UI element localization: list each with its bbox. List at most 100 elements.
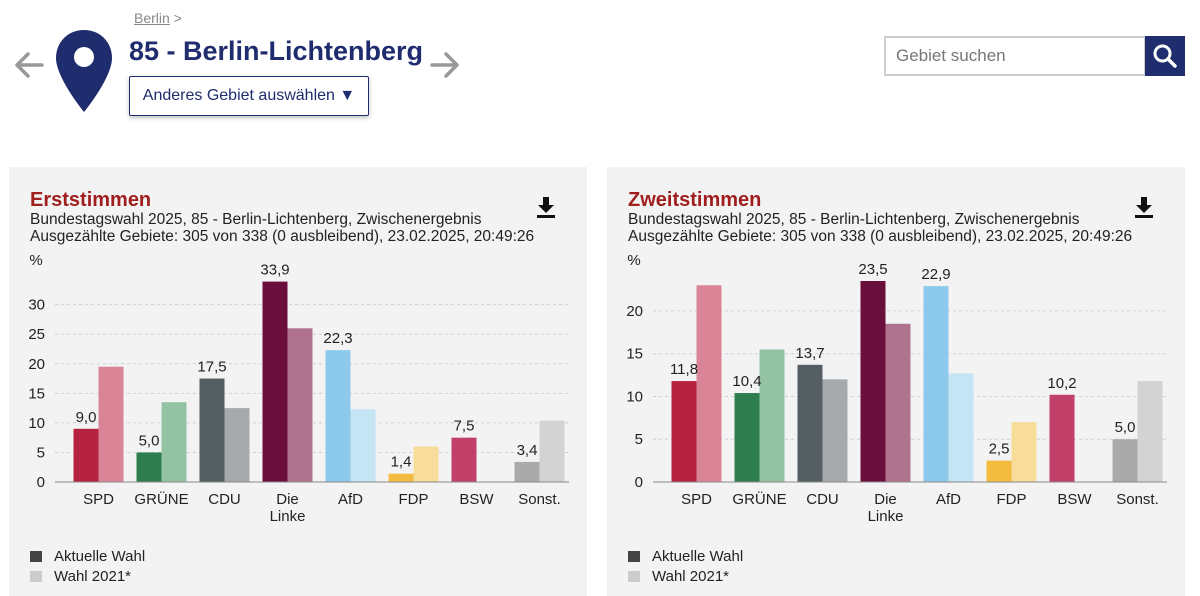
legend-swatch-previous xyxy=(628,571,640,582)
bar-current-die-linke xyxy=(860,281,886,482)
chart-counted-info: Ausgezählte Gebiete: 305 von 338 (0 ausb… xyxy=(628,228,1133,245)
bar-2021-fdp xyxy=(413,446,439,482)
search-input[interactable] xyxy=(884,36,1146,76)
x-category-label: FDP xyxy=(997,491,1027,508)
download-icon[interactable] xyxy=(535,195,557,219)
arrow-right-icon[interactable] xyxy=(428,48,462,82)
x-category-label: CDU xyxy=(208,491,241,508)
legend-label-current: Aktuelle Wahl xyxy=(652,548,744,565)
x-category-label: FDP xyxy=(399,491,429,508)
bar-2021-sonst- xyxy=(539,420,565,482)
search-button[interactable] xyxy=(1145,36,1185,76)
bar-current-gr-ne xyxy=(136,452,162,482)
y-tick-label: 25 xyxy=(28,326,45,343)
data-label-bsw: 7,5 xyxy=(454,418,475,435)
x-category-label: CDU xyxy=(806,491,839,508)
bar-2021-die-linke xyxy=(287,328,313,482)
bar-2021-gr-ne xyxy=(161,402,187,482)
data-label-cdu: 17,5 xyxy=(197,359,226,376)
data-label-gr-ne: 5,0 xyxy=(139,432,160,449)
bar-current-afd xyxy=(923,286,949,482)
bar-2021-gr-ne xyxy=(759,349,785,482)
legend-label-previous: Wahl 2021* xyxy=(54,568,131,585)
y-tick-label: 5 xyxy=(635,431,643,448)
panel-erststimmen: Erststimmen Bundestagswahl 2025, 85 - Be… xyxy=(9,167,587,596)
y-tick-label: 15 xyxy=(626,346,643,363)
bar-2021-sonst- xyxy=(1137,381,1163,482)
x-category-label: Linke xyxy=(868,508,904,525)
bar-current-spd xyxy=(73,428,99,482)
y-tick-label: 0 xyxy=(37,474,45,491)
panel-zweitstimmen: Zweitstimmen Bundestagswahl 2025, 85 - B… xyxy=(607,167,1185,596)
chart-subtitle: Bundestagswahl 2025, 85 - Berlin-Lichten… xyxy=(628,211,1080,228)
data-label-fdp: 1,4 xyxy=(391,454,412,471)
data-label-spd: 11,8 xyxy=(670,361,698,378)
x-category-label: Linke xyxy=(270,508,306,525)
y-tick-label: 20 xyxy=(626,303,643,320)
arrow-left-icon[interactable] xyxy=(12,48,46,82)
y-tick-label: 5 xyxy=(37,444,45,461)
y-tick-label: 15 xyxy=(28,385,45,402)
bar-2021-cdu xyxy=(224,408,250,482)
x-category-label: AfD xyxy=(936,491,961,508)
location-pin-icon xyxy=(56,30,112,112)
breadcrumb-separator: > xyxy=(173,10,182,26)
data-label-fdp: 2,5 xyxy=(989,441,1010,458)
bar-current-die-linke xyxy=(262,281,288,482)
erststimmen-chart: % 0 5 10 15 20 25 30 9,0 SPD 5,0 GRÜNE 17,5 CDU 33,9 Di… xyxy=(28,252,569,525)
bar-current-fdp xyxy=(388,473,414,482)
bar-2021-die-linke xyxy=(885,323,911,482)
legend-swatch-previous xyxy=(30,571,42,582)
chart-counted-info: Ausgezählte Gebiete: 305 von 338 (0 ausb… xyxy=(30,228,535,245)
legend-swatch-current xyxy=(628,551,640,562)
x-category-label: Sonst. xyxy=(518,491,561,508)
bar-2021-spd xyxy=(98,366,124,482)
search-icon xyxy=(1153,44,1177,68)
x-category-label: AfD xyxy=(338,491,363,508)
y-unit-label: % xyxy=(29,252,42,269)
bar-current-cdu xyxy=(199,378,225,482)
data-label-sonst-: 3,4 xyxy=(517,442,538,459)
bar-current-sonst- xyxy=(514,461,540,482)
download-icon[interactable] xyxy=(1133,195,1155,219)
legend-label-previous: Wahl 2021* xyxy=(652,568,729,585)
legend-swatch-current xyxy=(30,551,42,562)
chart-title: Erststimmen xyxy=(30,189,152,211)
bar-2021-afd xyxy=(350,409,376,482)
x-category-label: BSW xyxy=(1057,491,1092,508)
breadcrumb: Berlin > xyxy=(134,10,182,26)
bar-2021-afd xyxy=(948,373,974,482)
legend-item-previous: Wahl 2021* xyxy=(30,568,131,585)
data-label-die-linke: 33,9 xyxy=(260,262,289,279)
select-area-button[interactable]: Anderes Gebiet auswählen ▼ xyxy=(129,76,369,116)
x-category-label: GRÜNE xyxy=(732,490,786,508)
page-title: 85 - Berlin-Lichtenberg xyxy=(129,36,424,66)
data-label-spd: 9,0 xyxy=(76,409,97,426)
y-tick-label: 30 xyxy=(28,297,45,314)
data-label-afd: 22,9 xyxy=(921,266,950,283)
data-label-die-linke: 23,5 xyxy=(858,261,887,278)
bar-current-spd xyxy=(671,381,697,482)
x-category-label: SPD xyxy=(83,491,114,508)
bar-2021-spd xyxy=(696,285,722,482)
y-tick-label: 10 xyxy=(28,415,45,432)
bar-current-sonst- xyxy=(1112,439,1138,482)
legend-item-current: Aktuelle Wahl xyxy=(628,548,743,565)
bar-current-cdu xyxy=(797,364,823,482)
x-category-label: SPD xyxy=(681,491,712,508)
chart-subtitle: Bundestagswahl 2025, 85 - Berlin-Lichten… xyxy=(30,211,482,228)
data-label-afd: 22,3 xyxy=(323,330,352,347)
y-unit-label: % xyxy=(627,252,640,269)
zweitstimmen-chart: % 0 5 10 15 20 11,8 SPD 10,4 GRÜNE 13,7 CDU 23,5 DieL… xyxy=(626,252,1167,525)
legend-item-current: Aktuelle Wahl xyxy=(30,548,145,565)
bar-2021-cdu xyxy=(822,379,848,482)
y-tick-label: 10 xyxy=(626,388,643,405)
x-category-label: Sonst. xyxy=(1116,491,1159,508)
y-tick-label: 0 xyxy=(635,474,643,491)
x-category-label: BSW xyxy=(459,491,494,508)
bar-current-bsw xyxy=(1049,394,1075,482)
breadcrumb-link-berlin[interactable]: Berlin xyxy=(134,10,170,26)
data-label-gr-ne: 10,4 xyxy=(732,373,761,390)
bar-current-afd xyxy=(325,350,351,482)
bar-current-bsw xyxy=(451,437,477,482)
